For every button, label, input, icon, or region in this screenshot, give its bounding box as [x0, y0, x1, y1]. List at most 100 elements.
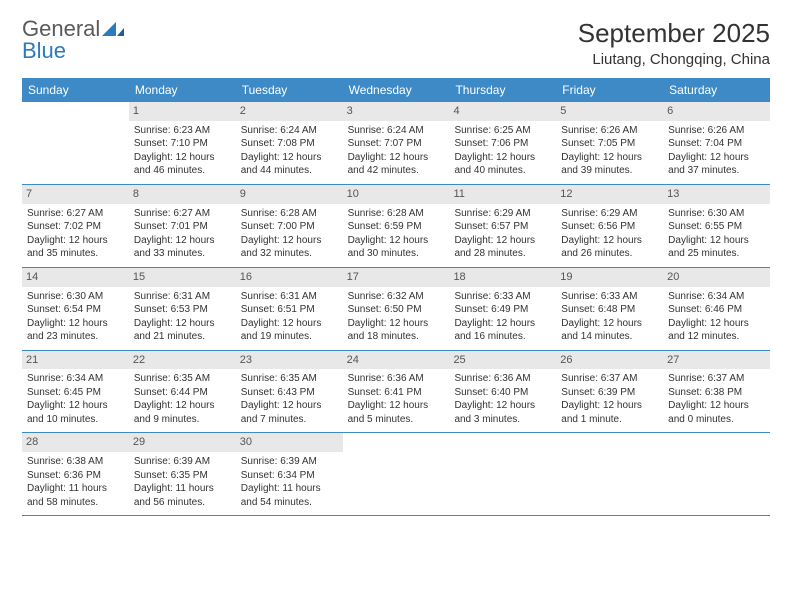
sunrise-label: Sunrise: — [561, 208, 598, 219]
day-cell: 29Sunrise: 6:39 AMSunset: 6:35 PMDayligh… — [129, 433, 236, 515]
sunrise-value: 6:29 AM — [494, 208, 531, 219]
day-number: 19 — [556, 268, 663, 287]
day-info: Sunrise: 6:31 AMSunset: 6:51 PMDaylight:… — [241, 290, 338, 344]
sunrise-label: Sunrise: — [668, 208, 705, 219]
day-number: 28 — [22, 433, 129, 452]
day-info: Sunrise: 6:26 AMSunset: 7:04 PMDaylight:… — [668, 124, 765, 178]
logo-word2: Blue — [22, 38, 66, 63]
sunset-value: 6:38 PM — [705, 387, 742, 398]
day-number: 12 — [556, 185, 663, 204]
daylight-label: Daylight: — [561, 400, 600, 411]
day-info: Sunrise: 6:26 AMSunset: 7:05 PMDaylight:… — [561, 124, 658, 178]
sunrise-value: 6:37 AM — [708, 373, 745, 384]
sunset-value: 6:40 PM — [491, 387, 528, 398]
day-header-row: Sunday Monday Tuesday Wednesday Thursday… — [22, 78, 770, 102]
sunset-value: 6:48 PM — [598, 304, 635, 315]
daylight-label: Daylight: — [241, 318, 280, 329]
sunset-label: Sunset: — [668, 221, 702, 232]
sunset-value: 6:36 PM — [64, 470, 101, 481]
sunrise-label: Sunrise: — [241, 373, 278, 384]
sunrise-label: Sunrise: — [454, 125, 491, 136]
sunset-value: 7:04 PM — [705, 138, 742, 149]
sunset-value: 6:50 PM — [384, 304, 421, 315]
sunrise-value: 6:23 AM — [173, 125, 210, 136]
day-number: 4 — [449, 102, 556, 121]
sunrise-value: 6:39 AM — [280, 456, 317, 467]
day-cell: 20Sunrise: 6:34 AMSunset: 6:46 PMDayligh… — [663, 268, 770, 350]
sunset-label: Sunset: — [561, 138, 595, 149]
day-header-wed: Wednesday — [343, 78, 450, 102]
sunset-label: Sunset: — [241, 304, 275, 315]
day-number: 7 — [22, 185, 129, 204]
sunrise-label: Sunrise: — [241, 125, 278, 136]
sunset-label: Sunset: — [561, 387, 595, 398]
day-cell — [449, 433, 556, 515]
sunset-label: Sunset: — [241, 470, 275, 481]
sunrise-value: 6:33 AM — [494, 291, 531, 302]
sunset-label: Sunset: — [241, 138, 275, 149]
daylight-label: Daylight: — [27, 235, 66, 246]
day-cell: 8Sunrise: 6:27 AMSunset: 7:01 PMDaylight… — [129, 185, 236, 267]
day-cell: 9Sunrise: 6:28 AMSunset: 7:00 PMDaylight… — [236, 185, 343, 267]
day-info: Sunrise: 6:37 AMSunset: 6:39 PMDaylight:… — [561, 372, 658, 426]
daylight-label: Daylight: — [348, 318, 387, 329]
daylight-label: Daylight: — [134, 483, 173, 494]
sunset-label: Sunset: — [27, 304, 61, 315]
sunset-label: Sunset: — [241, 221, 275, 232]
sunrise-value: 6:36 AM — [494, 373, 531, 384]
day-cell: 2Sunrise: 6:24 AMSunset: 7:08 PMDaylight… — [236, 102, 343, 184]
day-number: 17 — [343, 268, 450, 287]
day-info: Sunrise: 6:32 AMSunset: 6:50 PMDaylight:… — [348, 290, 445, 344]
sunset-label: Sunset: — [454, 221, 488, 232]
sunrise-label: Sunrise: — [454, 291, 491, 302]
sunrise-value: 6:32 AM — [387, 291, 424, 302]
daylight-label: Daylight: — [454, 400, 493, 411]
day-cell: 5Sunrise: 6:26 AMSunset: 7:05 PMDaylight… — [556, 102, 663, 184]
sunrise-value: 6:36 AM — [387, 373, 424, 384]
sunrise-label: Sunrise: — [348, 373, 385, 384]
daylight-label: Daylight: — [134, 235, 173, 246]
daylight-label: Daylight: — [27, 318, 66, 329]
day-number: 25 — [449, 351, 556, 370]
sunset-value: 7:05 PM — [598, 138, 635, 149]
daylight-label: Daylight: — [27, 400, 66, 411]
day-number: 24 — [343, 351, 450, 370]
sunrise-value: 6:31 AM — [173, 291, 210, 302]
day-number: 29 — [129, 433, 236, 452]
day-info: Sunrise: 6:33 AMSunset: 6:48 PMDaylight:… — [561, 290, 658, 344]
sunset-label: Sunset: — [134, 304, 168, 315]
sunrise-value: 6:25 AM — [494, 125, 531, 136]
day-number: 10 — [343, 185, 450, 204]
sunset-label: Sunset: — [454, 387, 488, 398]
sunrise-value: 6:35 AM — [173, 373, 210, 384]
header: General Blue September 2025 Liutang, Cho… — [22, 18, 770, 68]
day-cell: 3Sunrise: 6:24 AMSunset: 7:07 PMDaylight… — [343, 102, 450, 184]
sunset-value: 6:43 PM — [277, 387, 314, 398]
day-number: 13 — [663, 185, 770, 204]
day-info: Sunrise: 6:39 AMSunset: 6:35 PMDaylight:… — [134, 455, 231, 509]
sunrise-label: Sunrise: — [454, 373, 491, 384]
day-info: Sunrise: 6:27 AMSunset: 7:01 PMDaylight:… — [134, 207, 231, 261]
sunset-label: Sunset: — [241, 387, 275, 398]
sunrise-value: 6:27 AM — [66, 208, 103, 219]
week-row: 28Sunrise: 6:38 AMSunset: 6:36 PMDayligh… — [22, 433, 770, 516]
sunset-value: 6:35 PM — [171, 470, 208, 481]
day-number: 1 — [129, 102, 236, 121]
day-cell: 22Sunrise: 6:35 AMSunset: 6:44 PMDayligh… — [129, 351, 236, 433]
day-cell: 11Sunrise: 6:29 AMSunset: 6:57 PMDayligh… — [449, 185, 556, 267]
sunrise-label: Sunrise: — [348, 125, 385, 136]
day-info: Sunrise: 6:25 AMSunset: 7:06 PMDaylight:… — [454, 124, 551, 178]
daylight-label: Daylight: — [241, 483, 280, 494]
day-number: 16 — [236, 268, 343, 287]
day-number: 2 — [236, 102, 343, 121]
day-cell: 16 Sunrise: 6:31 AMSunset: 6:51 PMDayligh… — [236, 268, 343, 350]
week-row: 14Sunrise: 6:30 AMSunset: 6:54 PMDayligh… — [22, 268, 770, 351]
day-info: Sunrise: 6:30 AMSunset: 6:54 PMDaylight:… — [27, 290, 124, 344]
sunset-value: 6:55 PM — [705, 221, 742, 232]
sunset-label: Sunset: — [348, 387, 382, 398]
sunset-label: Sunset: — [561, 221, 595, 232]
sunrise-label: Sunrise: — [27, 456, 64, 467]
day-info: Sunrise: 6:23 AMSunset: 7:10 PMDaylight:… — [134, 124, 231, 178]
sunset-value: 6:53 PM — [171, 304, 208, 315]
day-info: Sunrise: 6:24 AMSunset: 7:07 PMDaylight:… — [348, 124, 445, 178]
